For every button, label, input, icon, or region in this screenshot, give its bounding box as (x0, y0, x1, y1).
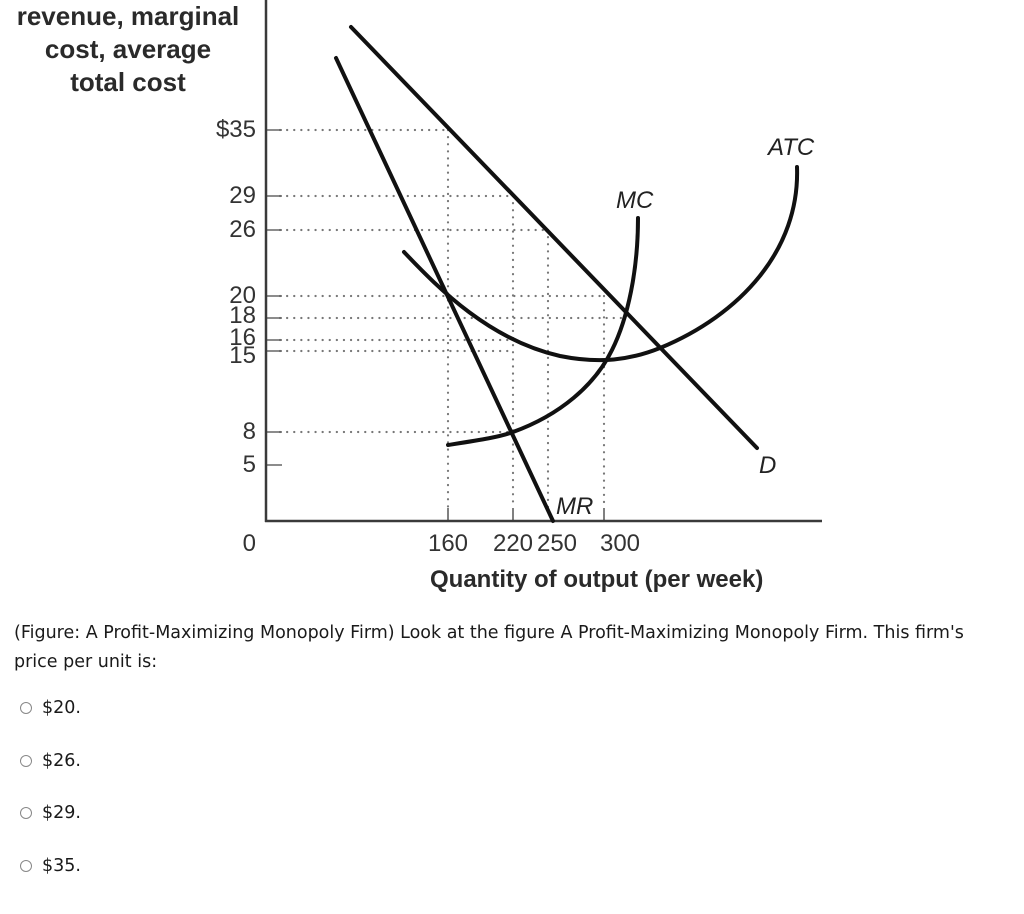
option-label: $29. (42, 803, 81, 823)
x-tick-220: 220 (492, 530, 534, 557)
option-label: $26. (42, 751, 81, 771)
y-tick-marks (266, 129, 282, 466)
x-tick-marks (447, 508, 605, 521)
mc-label: MC (616, 187, 654, 214)
radio-button[interactable] (20, 702, 32, 714)
y-tick-0: 0 (242, 530, 256, 557)
demand-curve (349, 25, 759, 450)
x-tick-300: 300 (599, 530, 641, 557)
y-tick-20: 20 (229, 282, 256, 309)
question-text: (Figure: A Profit-Maximizing Monopoly Fi… (14, 623, 964, 672)
y-tick-35: $35 (215, 116, 256, 143)
monopoly-chart: revenue, marginal cost, average total co… (0, 0, 822, 593)
y-axis-title: revenue, marginal cost, average total co… (0, 0, 256, 99)
marginal-cost-curve (446, 216, 640, 447)
option-20[interactable]: $20. (20, 698, 81, 718)
chart-canvas (264, 0, 822, 523)
y-tick-29: 29 (229, 182, 256, 209)
y-axis-title-line-2: cost, average (44, 34, 212, 64)
option-35[interactable]: $35. (20, 856, 81, 876)
option-label: $20. (42, 698, 81, 718)
x-tick-160: 160 (427, 530, 469, 557)
option-29[interactable]: $29. (20, 803, 81, 823)
y-axis-title-line-3: total cost (70, 67, 186, 97)
average-total-cost-curve (402, 165, 800, 363)
y-tick-16: 16 (229, 324, 256, 351)
x-tick-250: 250 (536, 530, 578, 557)
mr-label: MR (556, 493, 594, 520)
radio-button[interactable] (20, 860, 32, 872)
y-tick-15: 15 (229, 342, 256, 369)
x-axis-title: Quantity of output (per week) (430, 566, 764, 593)
y-tick-5: 5 (242, 451, 256, 478)
demand-label: D (759, 452, 777, 479)
y-tick-26: 26 (229, 216, 256, 243)
radio-button[interactable] (20, 755, 32, 767)
y-tick-18: 18 (229, 302, 256, 329)
y-tick-8: 8 (242, 418, 256, 445)
y-axis-title-line-1: revenue, marginal (16, 1, 240, 31)
dotted-reference-lines (278, 128, 627, 510)
option-26[interactable]: $26. (20, 751, 81, 771)
axes (264, 0, 822, 523)
option-label: $35. (42, 856, 81, 876)
atc-label: ATC (768, 134, 815, 161)
radio-button[interactable] (20, 807, 32, 819)
